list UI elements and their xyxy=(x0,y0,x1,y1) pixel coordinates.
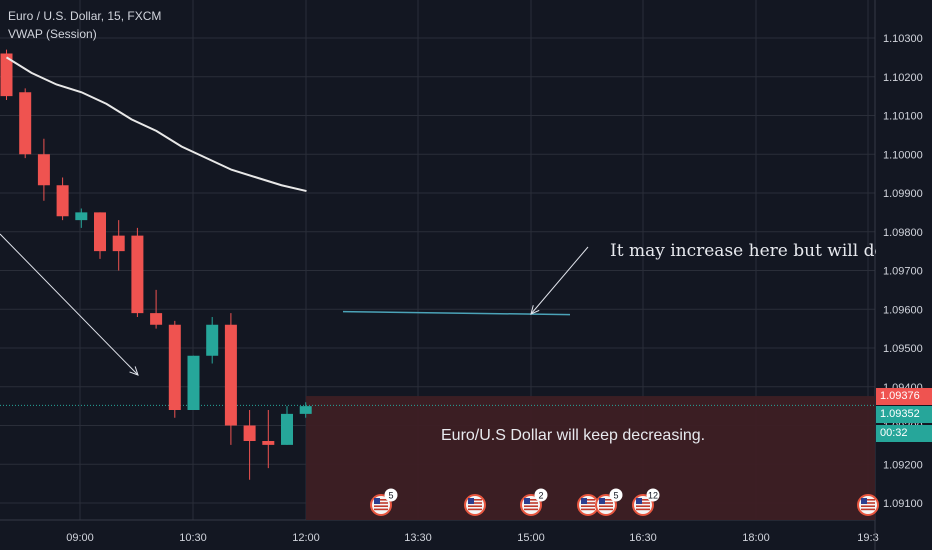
x-tick-label: 13:30 xyxy=(404,532,432,544)
candle-body xyxy=(37,154,50,186)
x-tick-label: 10:30 xyxy=(179,532,207,544)
candle-body xyxy=(168,324,181,410)
y-tick-label: 1.09600 xyxy=(883,304,923,316)
x-tick-label: 12:00 xyxy=(292,532,320,544)
y-tick-label: 1.10100 xyxy=(883,111,923,123)
event-count-badge xyxy=(384,488,398,502)
us-flag-event-icon[interactable] xyxy=(577,494,599,516)
candle-body xyxy=(187,355,200,410)
bid-price-badge: 1.09352 xyxy=(876,406,932,423)
candle-body xyxy=(150,313,163,325)
bar-countdown-badge: 00:32 xyxy=(876,425,932,442)
us-flag-event-icon[interactable] xyxy=(857,494,879,516)
chart-title: Euro / U.S. Dollar, 15, FXCM xyxy=(8,9,162,23)
event-count-label: 12 xyxy=(648,491,658,501)
candle-body xyxy=(281,413,293,445)
y-tick-label: 1.09900 xyxy=(883,188,923,200)
event-count-badge xyxy=(534,488,548,502)
event-count-label: 2 xyxy=(538,491,543,501)
event-count-badge xyxy=(609,488,623,502)
us-flag-event-icon[interactable] xyxy=(520,494,542,516)
last-price-badge: 1.09376 xyxy=(876,388,932,405)
candle-body xyxy=(19,92,32,155)
candle-body xyxy=(262,441,275,445)
y-tick-label: 1.09800 xyxy=(883,227,923,239)
y-tick-label: 1.09500 xyxy=(883,343,923,355)
us-flag-event-icon[interactable] xyxy=(632,494,654,516)
y-tick-label: 1.10000 xyxy=(883,149,923,161)
annotation-decrease-note[interactable]: Euro/U.S Dollar will keep decreasing. xyxy=(441,427,706,444)
candle-body xyxy=(56,185,69,217)
x-tick-label: 16:30 xyxy=(629,532,657,544)
x-tick-label: 19:3 xyxy=(857,532,878,544)
y-tick-label: 1.09700 xyxy=(883,266,923,278)
candle-body xyxy=(0,53,13,97)
indicator-label[interactable]: VWAP (Session) xyxy=(8,27,97,41)
candle-body xyxy=(112,235,125,252)
annotation-increase-note[interactable]: It may increase here but will decre xyxy=(610,241,876,261)
us-flag-event-icon[interactable] xyxy=(595,494,617,516)
x-tick-label: 15:00 xyxy=(517,532,545,544)
y-tick-label: 1.09100 xyxy=(883,498,923,510)
down-trend-arrow xyxy=(0,233,139,376)
us-flag-event-icon[interactable] xyxy=(464,494,486,516)
x-tick-label: 18:00 xyxy=(742,532,770,544)
candle-body xyxy=(94,212,106,252)
event-count-label: 5 xyxy=(613,491,618,501)
event-count-badge xyxy=(646,488,660,502)
candle-body xyxy=(206,324,219,356)
candle-body xyxy=(75,212,88,221)
annotation-arrow xyxy=(530,246,589,315)
down-trend-arrow-head xyxy=(129,366,139,376)
us-flag-event-icon[interactable] xyxy=(370,494,392,516)
annotation-arrow-head xyxy=(530,305,540,315)
candle-body xyxy=(299,406,312,414)
candle-body xyxy=(224,324,237,426)
horizontal-level-line xyxy=(342,310,571,316)
vwap-line xyxy=(5,56,307,193)
x-tick-label: 09:00 xyxy=(66,532,94,544)
event-count-label: 5 xyxy=(388,491,393,501)
candle-body xyxy=(243,425,256,441)
y-tick-label: 1.10300 xyxy=(883,33,923,45)
candle-body xyxy=(131,235,144,314)
y-tick-label: 1.09200 xyxy=(883,459,923,471)
y-tick-label: 1.10200 xyxy=(883,72,923,84)
